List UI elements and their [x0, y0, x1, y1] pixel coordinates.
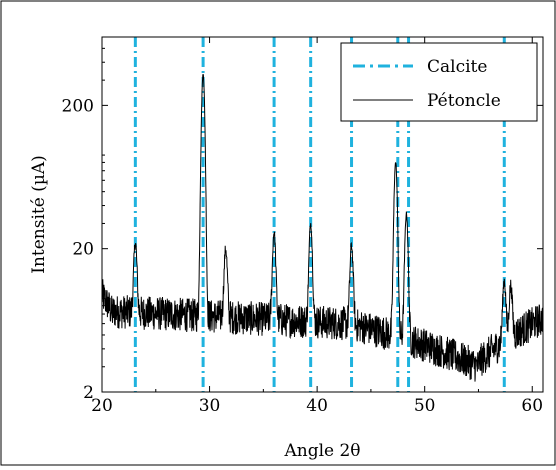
petoncle-series-line — [101, 73, 544, 382]
x-tick-label: 40 — [306, 396, 328, 416]
x-tick-label: 60 — [521, 396, 543, 416]
legend-box — [340, 42, 538, 122]
x-tick-label: 30 — [199, 396, 221, 416]
plot-area — [101, 36, 544, 393]
y-tick-label: 2 — [83, 383, 94, 403]
legend-label: Calcite — [427, 57, 487, 77]
y-axis-label: Intensité (µA) — [29, 155, 49, 274]
x-tick-label: 20 — [91, 396, 113, 416]
y-tick-label: 20 — [72, 240, 94, 260]
x-tick-label: 50 — [414, 396, 436, 416]
legend-label: Pétoncle — [427, 91, 501, 111]
y-tick-label: 200 — [62, 96, 94, 116]
x-axis-label: Angle 2θ — [283, 441, 360, 461]
